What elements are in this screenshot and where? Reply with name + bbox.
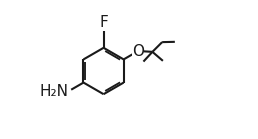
Text: O: O [132, 44, 144, 59]
Text: H₂N: H₂N [39, 84, 68, 99]
Text: F: F [99, 15, 108, 30]
